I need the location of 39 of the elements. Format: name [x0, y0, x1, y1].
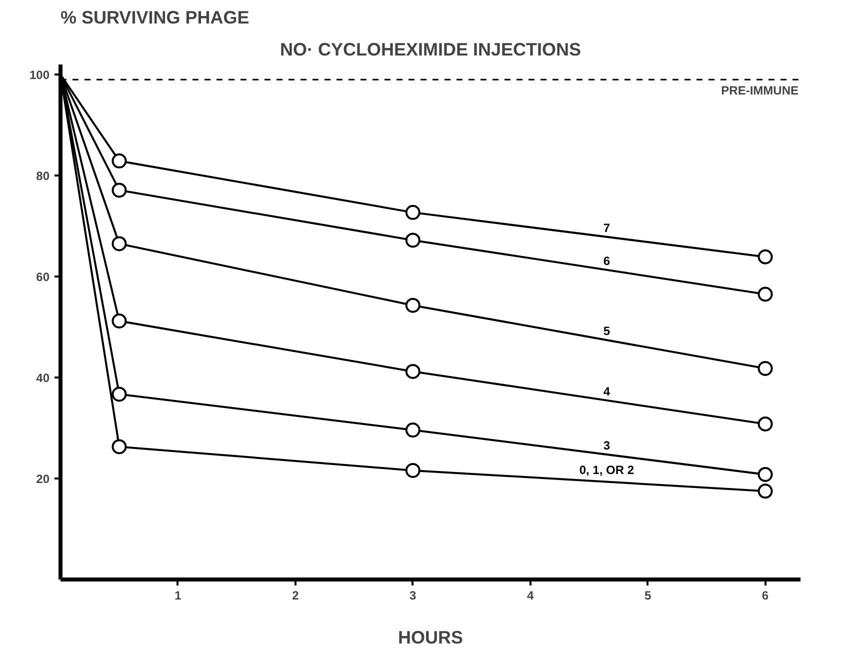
point: [758, 360, 773, 376]
point: [405, 422, 420, 438]
point: [758, 249, 773, 264]
y-tick-label: 80: [36, 169, 50, 184]
series-label: 5: [603, 324, 610, 338]
x-tick-label: 4: [527, 588, 534, 602]
series-label: 7: [603, 220, 610, 235]
point: [758, 286, 773, 302]
point: [405, 232, 420, 248]
point: [112, 236, 127, 252]
chart-title: NO· CYCLOHEXIMIDE INJECTIONS: [280, 40, 582, 60]
series-label: 6: [603, 254, 610, 268]
point: [405, 204, 420, 220]
x-tick-label: 5: [644, 588, 652, 602]
series-label: 4: [603, 384, 610, 398]
x-tick-label: 6: [762, 588, 769, 602]
y-tick-label: 60: [36, 270, 50, 284]
point: [758, 416, 773, 432]
point: [112, 386, 127, 402]
x-tick-label: 3: [410, 588, 417, 602]
point: [758, 484, 773, 499]
x-tick-label: 2: [292, 588, 300, 602]
point: [112, 314, 127, 328]
y-tick-label: 20: [36, 472, 50, 486]
point: [405, 298, 420, 313]
series-label: 0, 1, OR 2: [579, 462, 634, 477]
ref-line-label: PRE-IMMUNE: [721, 84, 799, 98]
series-label: 3: [603, 438, 610, 452]
x-axis-title: HOURS: [398, 628, 464, 648]
x-tick-label: 1: [174, 588, 182, 602]
y-axis-title: % SURVIVING PHAGE: [60, 8, 250, 28]
point: [112, 439, 127, 454]
y-tick-label: 40: [36, 371, 50, 386]
point: [405, 462, 420, 478]
point: [112, 153, 127, 168]
point: [112, 182, 127, 198]
point: [405, 364, 420, 379]
y-tick-label: 100: [29, 68, 50, 82]
point: [758, 466, 773, 482]
